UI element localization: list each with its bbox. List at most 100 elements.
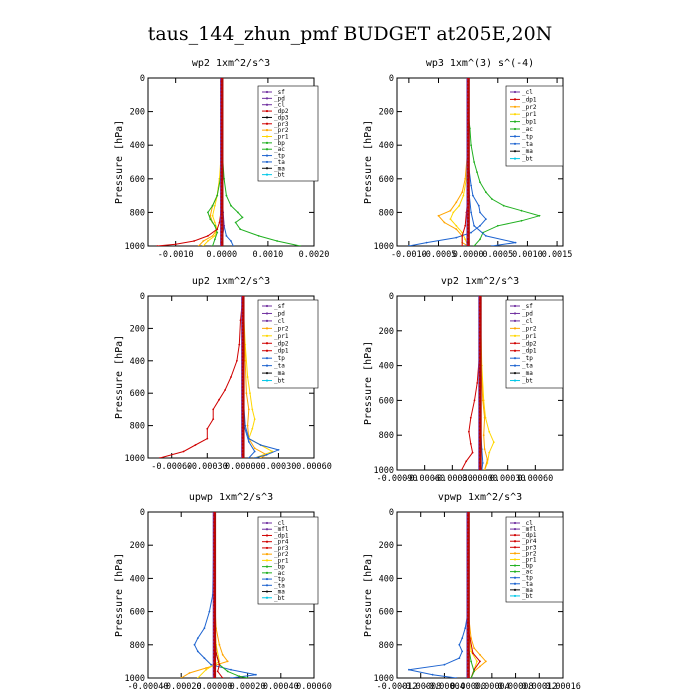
zero-line-marker bbox=[241, 426, 245, 429]
legend-marker bbox=[513, 105, 517, 108]
x-tick-label: 0.00000 bbox=[462, 474, 498, 484]
data-point_dp2 bbox=[471, 451, 474, 454]
zero-line-marker bbox=[466, 535, 470, 538]
data-point_ta bbox=[485, 235, 487, 237]
zero-line-marker bbox=[241, 423, 245, 426]
data-point_bp bbox=[257, 235, 260, 237]
data-point_ac bbox=[211, 245, 214, 246]
zero-line-marker bbox=[220, 83, 223, 87]
zero-line-marker bbox=[478, 374, 482, 377]
legend-marker bbox=[265, 319, 269, 323]
zero-line-marker bbox=[466, 195, 470, 199]
zero-line-marker bbox=[466, 586, 470, 590]
series-group bbox=[460, 296, 495, 470]
series-group bbox=[180, 512, 257, 678]
zero-line-marker bbox=[466, 153, 470, 157]
zero-line-marker bbox=[220, 160, 223, 164]
legend-marker bbox=[513, 371, 517, 375]
zero-line-marker bbox=[478, 465, 482, 468]
zero-line-marker bbox=[466, 90, 470, 94]
data-point_dp2 bbox=[236, 359, 238, 362]
zero-line-marker bbox=[213, 673, 216, 676]
zero-line-marker bbox=[213, 586, 216, 590]
zero-line-marker bbox=[241, 402, 245, 406]
zero-line-marker bbox=[466, 645, 470, 649]
data-point_dp2 bbox=[473, 399, 476, 402]
legend-marker bbox=[513, 540, 517, 543]
zero-line-marker bbox=[241, 296, 245, 298]
zero-line-marker bbox=[478, 439, 482, 443]
zero-line-marker bbox=[466, 111, 470, 115]
legend-label: _pr1 bbox=[274, 134, 289, 141]
zero-line-marker bbox=[220, 90, 223, 94]
zero-line-marker bbox=[213, 645, 216, 649]
zero-line-marker bbox=[241, 358, 245, 362]
zero-line-marker bbox=[213, 555, 216, 559]
zero-line-marker bbox=[478, 399, 482, 403]
data-point_ac bbox=[216, 231, 219, 234]
data-point_tp bbox=[253, 457, 256, 458]
legend-label: _dp1 bbox=[522, 348, 537, 355]
zero-line-marker bbox=[466, 638, 470, 642]
legend-marker bbox=[513, 357, 517, 360]
zero-line-marker bbox=[220, 153, 223, 157]
zero-line-marker bbox=[213, 583, 216, 586]
zero-line-marker bbox=[478, 410, 482, 414]
y-tick-label: 600 bbox=[379, 608, 394, 618]
panel-title: wp3 1xm^(3) s^(-4) bbox=[426, 58, 534, 69]
x-tick-label: 0.00000 bbox=[196, 682, 232, 692]
data-point_dp2 bbox=[469, 443, 472, 445]
zero-line-marker bbox=[220, 157, 223, 160]
zero-line-marker bbox=[478, 327, 482, 330]
zero-line-marker bbox=[478, 309, 482, 312]
zero-line-marker bbox=[466, 656, 470, 659]
panel-title: vpwp 1xm^2/s^3 bbox=[438, 492, 522, 503]
data-point_tp bbox=[203, 627, 206, 630]
legend-label: _sf bbox=[522, 303, 533, 310]
zero-line-marker bbox=[466, 528, 470, 531]
data-point_pr1 bbox=[455, 224, 458, 227]
data-point_pr2 bbox=[479, 653, 481, 656]
legend-label: _cl bbox=[522, 318, 533, 325]
legend-label: _bt bbox=[274, 595, 285, 602]
zero-line-marker bbox=[478, 320, 482, 323]
y-tick-label: 200 bbox=[130, 324, 145, 334]
data-point_pr2 bbox=[245, 392, 248, 395]
zero-line-marker bbox=[241, 439, 245, 443]
legend-marker bbox=[265, 154, 269, 157]
zero-line-marker bbox=[220, 216, 223, 220]
data-point_tp bbox=[461, 650, 464, 653]
legend-label: _ta bbox=[522, 141, 533, 148]
x-tick-label: 0.00004 bbox=[474, 682, 510, 692]
zero-line-marker bbox=[466, 593, 470, 597]
zero-line-marker bbox=[466, 618, 470, 621]
y-tick-label: 200 bbox=[379, 108, 394, 118]
legend-label: _dp1 bbox=[522, 96, 537, 103]
zero-line-marker bbox=[478, 421, 482, 425]
zero-line-marker bbox=[478, 403, 482, 406]
zero-line-marker bbox=[466, 649, 470, 652]
data-point_pr1 bbox=[214, 221, 216, 224]
data-point_tp bbox=[458, 643, 461, 646]
zero-line-marker bbox=[213, 573, 216, 576]
legend-marker bbox=[265, 327, 269, 330]
data-point_tp bbox=[225, 235, 228, 237]
legend-label: _sf bbox=[274, 303, 285, 310]
legend-marker bbox=[513, 127, 517, 131]
legend: _sf_pd_cl_pr2_pr1_dp2_dp1_tp_ta_ma_bt bbox=[505, 299, 564, 389]
data-point_pr2 bbox=[483, 416, 486, 419]
x-tick-label: -0.00030 bbox=[187, 462, 228, 472]
series-group bbox=[156, 78, 302, 246]
zero-line-marker bbox=[220, 220, 223, 223]
y-tick-label: 400 bbox=[379, 574, 394, 584]
zero-line-marker bbox=[213, 566, 216, 569]
data-point_tp bbox=[203, 657, 206, 659]
zero-line-marker bbox=[466, 213, 470, 216]
legend-label: _pr3 bbox=[274, 545, 289, 552]
legend-label: _pr1 bbox=[274, 557, 289, 564]
zero-line-marker bbox=[466, 192, 470, 195]
zero-line-marker bbox=[466, 139, 470, 143]
data-point_dp1 bbox=[216, 670, 219, 673]
zero-line-marker bbox=[466, 614, 470, 617]
y-tick-label: 0 bbox=[140, 74, 145, 84]
